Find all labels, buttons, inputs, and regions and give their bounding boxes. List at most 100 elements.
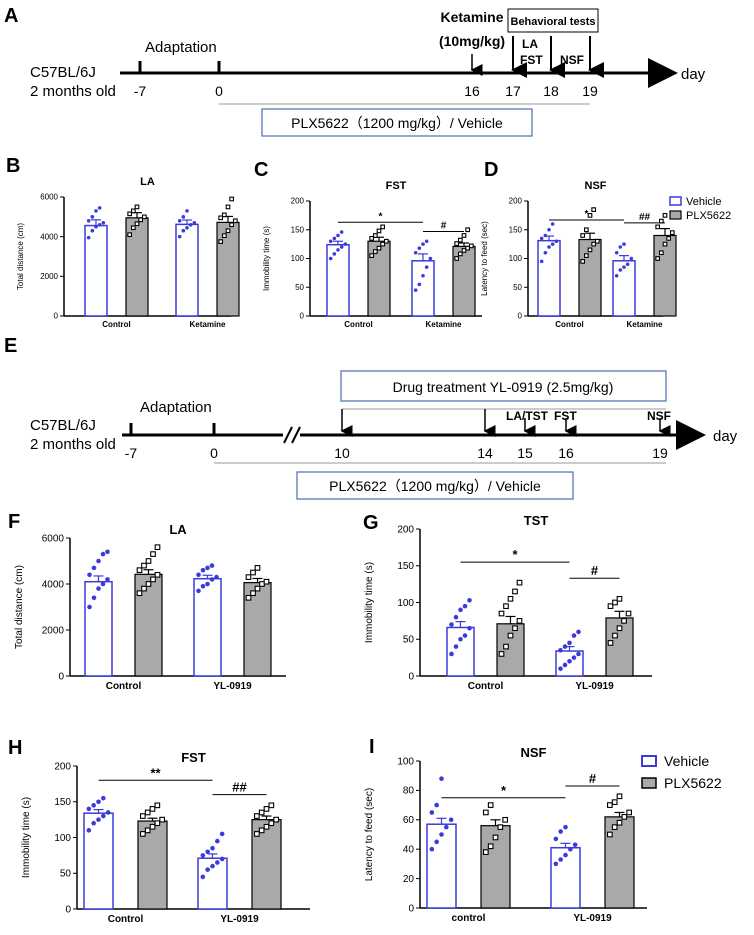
data-point-plx5622 bbox=[136, 567, 143, 574]
data-point-plx5622 bbox=[154, 802, 161, 809]
data-point-vehicle bbox=[434, 802, 439, 808]
x-tick-label: control bbox=[452, 913, 486, 924]
chart-c: C FST 0 50 100 150 200 Immobility time (s) Contr… bbox=[254, 159, 482, 329]
la-tst-label: LA/TST bbox=[506, 409, 549, 423]
x-tick-label: Control bbox=[344, 320, 372, 329]
panel-label: G bbox=[363, 512, 379, 534]
tick-label: 19 bbox=[582, 83, 598, 99]
data-point-vehicle bbox=[458, 636, 463, 642]
data-point-vehicle bbox=[219, 856, 225, 862]
bar-vehicle bbox=[193, 577, 222, 677]
y-axis-label: Total distance (cm) bbox=[16, 223, 25, 290]
data-point-plx5622 bbox=[150, 551, 156, 557]
data-point-plx5622 bbox=[218, 239, 224, 244]
y-tick-label: 0 bbox=[54, 312, 59, 321]
legend-top: Vehicle PLX5622 bbox=[669, 196, 731, 222]
data-point-vehicle bbox=[97, 206, 102, 210]
la-label: LA bbox=[522, 37, 538, 51]
data-point-vehicle bbox=[550, 222, 555, 226]
y-tick-label: 2000 bbox=[42, 625, 65, 636]
data-point-plx5622 bbox=[512, 625, 518, 632]
y-tick-label: 200 bbox=[509, 197, 523, 206]
data-point-vehicle bbox=[547, 227, 551, 232]
data-point-plx5622 bbox=[611, 824, 618, 830]
data-point-plx5622 bbox=[254, 585, 261, 592]
data-point-vehicle bbox=[219, 831, 225, 837]
data-point-plx5622 bbox=[232, 218, 238, 224]
data-point-plx5622 bbox=[465, 227, 471, 233]
chart-i: I NSF 0 20 40 60 80 100 Latency to feed (sec) con… bbox=[364, 736, 647, 924]
data-point-plx5622 bbox=[655, 224, 661, 230]
data-point-plx5622 bbox=[154, 544, 161, 551]
y-tick-label: 50 bbox=[513, 283, 522, 292]
y-tick-label: 100 bbox=[397, 598, 414, 609]
data-point-vehicle bbox=[413, 250, 418, 255]
data-point-vehicle bbox=[205, 867, 210, 872]
data-point-vehicle bbox=[181, 215, 186, 219]
data-point-plx5622 bbox=[626, 809, 633, 816]
data-point-plx5622 bbox=[587, 213, 593, 218]
treatment-box bbox=[296, 471, 574, 500]
data-point-plx5622 bbox=[225, 204, 231, 210]
y-tick-label: 80 bbox=[403, 786, 415, 797]
x-tick-label: Control bbox=[555, 320, 583, 329]
data-point-vehicle bbox=[90, 228, 95, 233]
bar-vehicle bbox=[550, 846, 581, 909]
x-tick-label: Ketamine bbox=[626, 320, 663, 329]
data-point-plx5622 bbox=[134, 204, 140, 210]
data-point-plx5622 bbox=[138, 217, 144, 223]
data-point-plx5622 bbox=[130, 225, 136, 231]
data-point-plx5622 bbox=[606, 831, 613, 838]
data-point-vehicle bbox=[417, 282, 422, 287]
data-point-vehicle bbox=[100, 551, 106, 557]
data-point-plx5622 bbox=[487, 843, 494, 850]
data-point-plx5622 bbox=[136, 590, 143, 597]
data-point-vehicle bbox=[188, 222, 193, 227]
data-point-vehicle bbox=[629, 256, 634, 261]
data-point-plx5622 bbox=[250, 590, 256, 597]
data-point-plx5622 bbox=[380, 241, 386, 247]
data-point-plx5622 bbox=[497, 824, 504, 830]
x-tick-label: YL-0919 bbox=[213, 681, 252, 692]
significance-label: * bbox=[379, 211, 383, 222]
data-point-vehicle bbox=[448, 817, 454, 823]
data-point-plx5622 bbox=[130, 208, 136, 214]
data-point-plx5622 bbox=[611, 799, 618, 806]
panel-label-e: E bbox=[4, 335, 17, 357]
y-tick-label: 100 bbox=[54, 833, 71, 844]
ketamine-dose: (10mg/kg) bbox=[439, 33, 505, 49]
x-tick-label: YL-0919 bbox=[220, 914, 259, 925]
nsf-label: NSF bbox=[647, 409, 671, 423]
data-point-plx5622 bbox=[149, 823, 156, 830]
data-point-vehicle bbox=[567, 659, 572, 664]
ketamine-label: Ketamine bbox=[440, 9, 503, 25]
data-point-vehicle bbox=[328, 239, 333, 244]
x-tick-label: Control bbox=[108, 914, 144, 925]
axis-break bbox=[283, 426, 293, 444]
data-point-plx5622 bbox=[457, 251, 463, 257]
y-tick-label: 150 bbox=[509, 225, 523, 234]
y-tick-label: 200 bbox=[54, 761, 71, 772]
legend-swatch-plx bbox=[641, 777, 657, 789]
chart-title: NSF bbox=[585, 180, 607, 192]
tick-label: 17 bbox=[505, 83, 521, 99]
y-tick-label: 0 bbox=[300, 312, 305, 321]
data-point-vehicle bbox=[185, 225, 189, 230]
data-point-vehicle bbox=[214, 574, 219, 580]
data-point-plx5622 bbox=[225, 228, 231, 234]
data-point-vehicle bbox=[209, 577, 215, 582]
data-point-vehicle bbox=[86, 235, 91, 240]
data-point-vehicle bbox=[449, 651, 454, 657]
data-point-vehicle bbox=[625, 262, 630, 267]
data-point-vehicle bbox=[200, 584, 206, 589]
bar-vehicle bbox=[83, 812, 114, 910]
data-point-vehicle bbox=[539, 236, 544, 241]
data-point-vehicle bbox=[424, 239, 429, 244]
data-point-plx5622 bbox=[465, 245, 471, 251]
data-point-plx5622 bbox=[218, 215, 224, 221]
data-point-vehicle bbox=[177, 219, 182, 223]
data-point-plx5622 bbox=[376, 245, 382, 251]
data-point-vehicle bbox=[94, 224, 98, 229]
data-point-vehicle bbox=[91, 565, 97, 571]
strain-label: C57BL/6J bbox=[30, 417, 96, 434]
